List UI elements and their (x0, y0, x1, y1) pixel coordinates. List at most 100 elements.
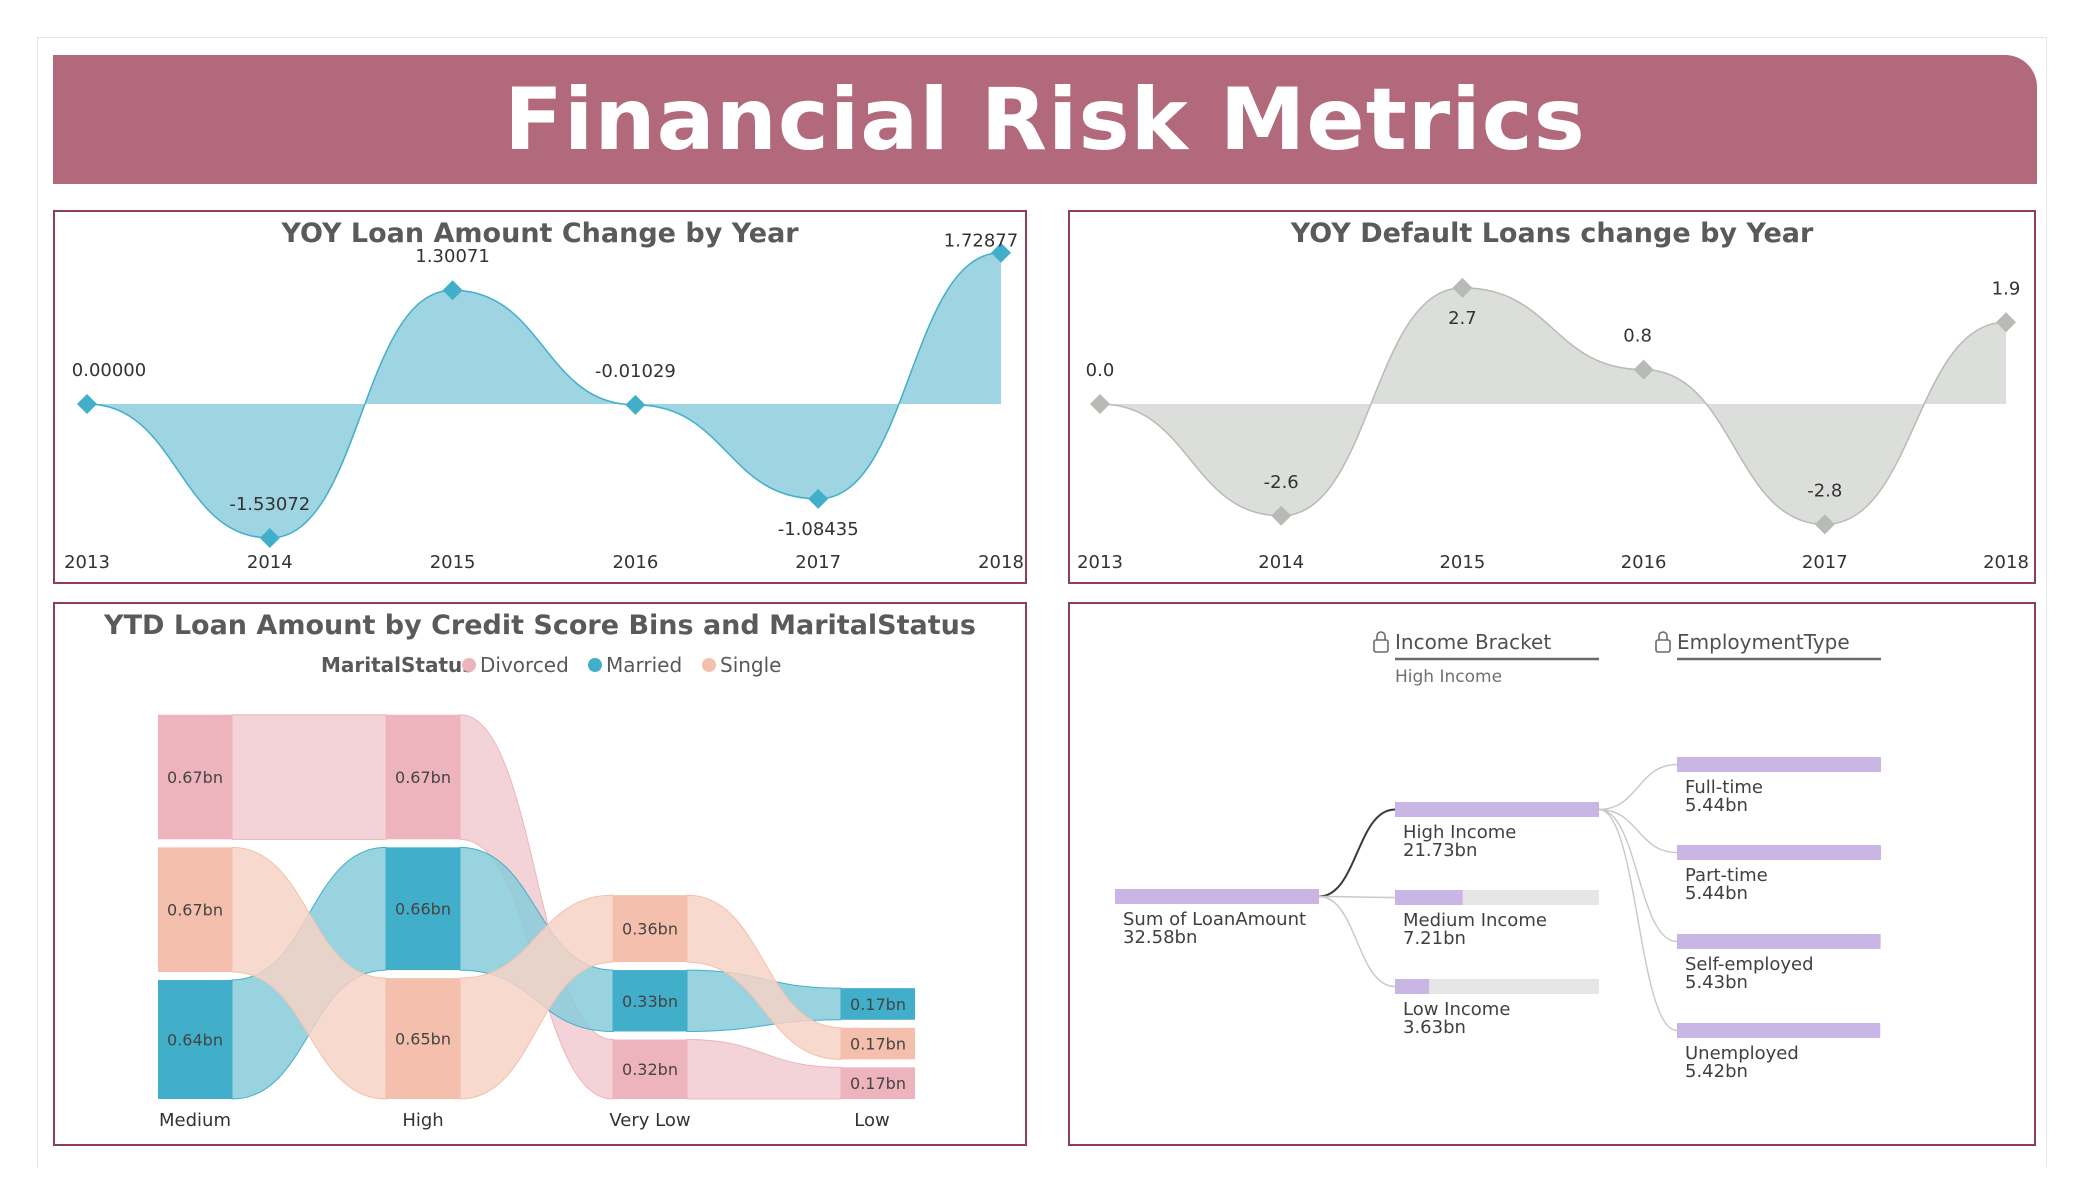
bar-label: 0.17bn (850, 995, 906, 1014)
data-point-2015[interactable] (1452, 277, 1473, 298)
data-point-2016[interactable] (1633, 359, 1654, 380)
node-value: 21.73bn (1403, 840, 1477, 861)
yoy-default-loans-chart[interactable]: YOY Default Loans change by Year 0.0 2013… (1070, 212, 2034, 582)
credit-score-ribbon-chart[interactable]: YTD Loan Amount by Credit Score Bins and… (55, 604, 1025, 1144)
node-label: Sum of LoanAmount (1123, 909, 1306, 930)
x-tick-2017: 2017 (795, 552, 841, 573)
bar-very-low-divorced[interactable] (613, 1039, 687, 1099)
data-point-2014[interactable] (1271, 505, 1292, 526)
data-label-2014: -1.53072 (229, 494, 310, 515)
decomposition-tree[interactable]: Income Bracket High Income EmploymentType S… (1070, 604, 2034, 1144)
bar-fill (1677, 934, 1881, 949)
bar-label: 0.17bn (850, 1074, 906, 1093)
x-tick-2014: 2014 (1258, 552, 1304, 573)
bar-label: 0.67bn (167, 901, 223, 920)
bar-label: 0.64bn (167, 1030, 223, 1049)
data-label-2018: 1.9 (1992, 278, 2021, 299)
bar-high-married[interactable] (386, 847, 460, 971)
legend-item-married[interactable]: Married (606, 653, 682, 677)
area-line (1099, 287, 2007, 526)
ribbon-divorced-0[interactable] (231, 714, 387, 840)
bar-very-low-married[interactable] (613, 970, 687, 1032)
bar-medium-married[interactable] (158, 979, 232, 1099)
legend-item-divorced[interactable]: Divorced (480, 653, 569, 677)
bar-label: 0.32bn (622, 1060, 678, 1079)
node-value: 5.44bn (1685, 883, 1748, 904)
area-line (86, 251, 1002, 539)
data-label-2014: -2.6 (1264, 472, 1299, 493)
bar-very-low-single[interactable] (613, 895, 687, 963)
data-point-2016[interactable] (625, 394, 646, 415)
data-point-2014[interactable] (259, 527, 280, 548)
legend-title: MaritalStatus (321, 653, 474, 677)
canvas-frame (37, 37, 2047, 1167)
node-value: 5.44bn (1685, 795, 1748, 816)
bar-fill (1395, 979, 1430, 994)
yoy-default-loans-panel[interactable]: YOY Default Loans change by Year 0.0 2013… (1068, 210, 2036, 584)
area-fill (1100, 287, 2006, 525)
bar-fill (1677, 757, 1881, 772)
data-label-2018: 1.72877 (944, 231, 1018, 252)
chart-title: YOY Default Loans change by Year (1290, 218, 1814, 249)
level-header-0[interactable]: Income Bracket (1395, 630, 1551, 654)
node-label: Self-employed (1685, 954, 1814, 975)
data-point-2013[interactable] (1090, 394, 1110, 414)
bar-label: 0.67bn (395, 768, 451, 787)
node-label: Part-time (1685, 865, 1768, 886)
level-header-1[interactable]: EmploymentType (1677, 630, 1850, 654)
bar-label: 0.65bn (395, 1030, 451, 1049)
node-label: Unemployed (1685, 1043, 1799, 1064)
legend-item-single[interactable]: Single (720, 653, 781, 677)
data-point-2015[interactable] (442, 280, 463, 301)
legend-swatch-single (702, 658, 716, 672)
connector (1318, 895, 1396, 899)
bar-medium-single[interactable] (158, 847, 232, 972)
x-tick-2014: 2014 (247, 552, 293, 573)
data-label-2017: -2.8 (1807, 480, 1842, 501)
decomposition-tree-panel[interactable]: Income Bracket High Income EmploymentType S… (1068, 602, 2036, 1146)
x-tick-very-low: Very Low (609, 1110, 690, 1131)
x-tick-2013: 2013 (1077, 552, 1123, 573)
ribbon-single-1[interactable] (459, 894, 614, 1100)
bar-track (1395, 979, 1599, 994)
bar-label: 0.66bn (395, 900, 451, 919)
x-tick-low: Low (854, 1110, 889, 1131)
x-tick-high: High (402, 1110, 443, 1131)
yoy-loan-amount-panel[interactable]: YOY Loan Amount Change by Year 0.00000 20… (53, 210, 1027, 584)
node-value: 5.42bn (1685, 1061, 1748, 1082)
credit-score-ribbon-panel[interactable]: YTD Loan Amount by Credit Score Bins and… (53, 602, 1027, 1146)
x-tick-medium: Medium (159, 1110, 231, 1131)
data-point-2017[interactable] (1814, 514, 1835, 535)
x-tick-2018: 2018 (1983, 552, 2029, 573)
data-label-2016: 0.8 (1623, 326, 1652, 347)
bar-fill (1115, 889, 1319, 904)
node-value: 7.21bn (1403, 928, 1466, 949)
data-label-2017: -1.08435 (778, 519, 859, 540)
bar-fill (1677, 1023, 1881, 1038)
yoy-loan-amount-chart[interactable]: YOY Loan Amount Change by Year 0.00000 20… (55, 212, 1025, 582)
data-label-2013: 0.00000 (72, 360, 146, 381)
data-point-2013[interactable] (77, 394, 97, 414)
node-label: Medium Income (1403, 910, 1547, 931)
bar-fill (1677, 845, 1881, 860)
bar-high-single[interactable] (386, 978, 460, 1099)
lock-icon (1373, 631, 1389, 653)
bar-medium-divorced[interactable] (158, 714, 232, 840)
lock-icon (1655, 631, 1671, 653)
legend-swatch-married (588, 658, 602, 672)
bar-low-divorced[interactable] (841, 1067, 915, 1099)
bar-low-married[interactable] (841, 988, 915, 1020)
data-point-2017[interactable] (808, 488, 829, 509)
bar-low-single[interactable] (841, 1027, 915, 1060)
connector (1598, 808, 1678, 854)
data-point-2018[interactable] (1996, 312, 2016, 333)
bar-high-divorced[interactable] (386, 714, 460, 840)
